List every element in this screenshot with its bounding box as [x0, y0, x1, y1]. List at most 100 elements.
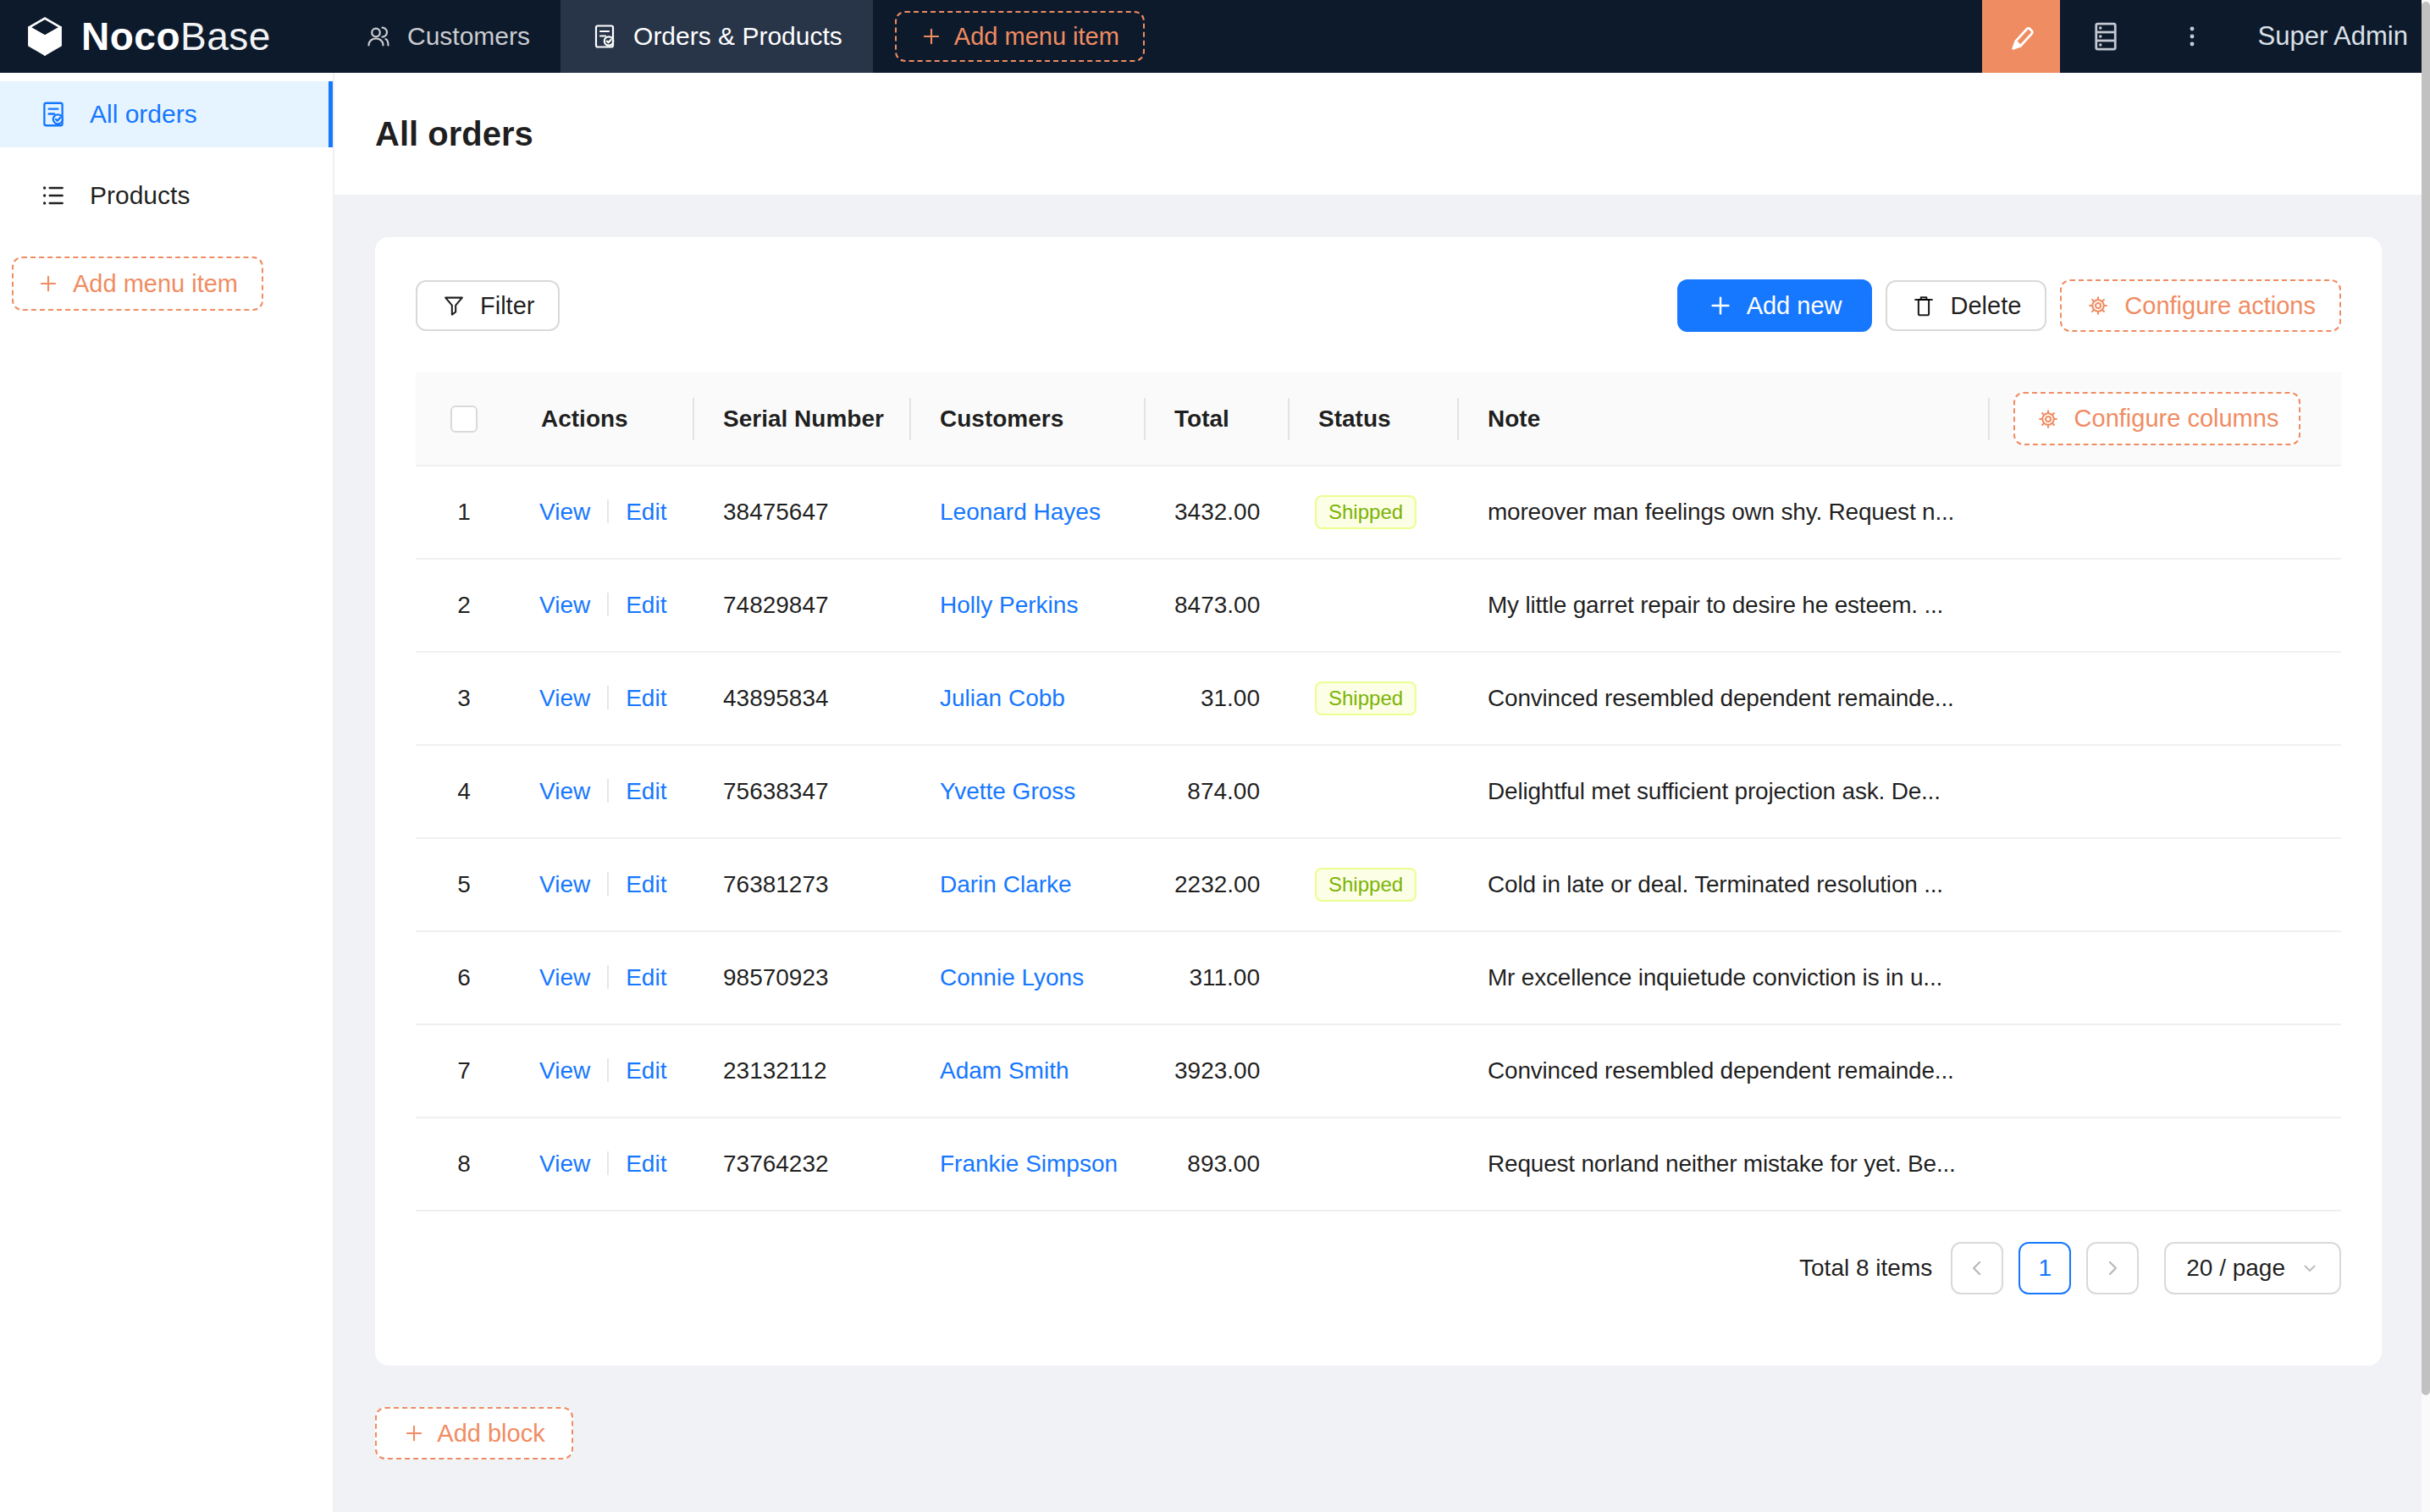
view-link[interactable]: View — [539, 871, 590, 897]
customer-link[interactable]: Connie Lyons — [940, 964, 1084, 991]
edit-link[interactable]: Edit — [626, 1151, 666, 1177]
customer-link[interactable]: Adam Smith — [940, 1057, 1069, 1084]
row-index: 1 — [457, 499, 471, 525]
row-status-cell — [1290, 932, 1459, 1025]
sidebar-item-products[interactable]: Products — [0, 163, 333, 229]
delete-button[interactable]: Delete — [1886, 280, 2046, 331]
pagination-prev-button[interactable] — [1951, 1242, 2003, 1294]
status-badge: Shipped — [1315, 682, 1417, 715]
view-link[interactable]: View — [539, 1057, 590, 1084]
view-link[interactable]: View — [539, 964, 590, 991]
note-text: Request norland neither mistake for yet.… — [1488, 1151, 1956, 1177]
view-link[interactable]: View — [539, 778, 590, 804]
order-icon — [39, 100, 68, 129]
total-value: 2232.00 — [1174, 871, 1260, 897]
table-row: 8 ViewEdit 73764232 Frankie Simpson 893.… — [416, 1118, 2341, 1211]
gear-icon — [2035, 406, 2061, 432]
view-link[interactable]: View — [539, 592, 590, 618]
status-badge: Shipped — [1315, 495, 1417, 529]
row-index-cell: 6 — [416, 932, 512, 1025]
configure-actions-button-label: Configure actions — [2124, 292, 2316, 320]
serial-number: 76381273 — [723, 871, 829, 897]
column-header-customers: Customers — [911, 372, 1146, 466]
actions-separator — [607, 1058, 609, 1082]
configure-columns-button-label: Configure columns — [2074, 405, 2279, 433]
view-link[interactable]: View — [539, 685, 590, 711]
configure-columns-button[interactable]: Configure columns — [2013, 392, 2300, 445]
row-status-cell: Shipped — [1290, 839, 1459, 932]
select-all-checkbox[interactable] — [450, 406, 478, 433]
row-total-cell: 3432.00 — [1146, 466, 1290, 560]
total-value: 311.00 — [1189, 964, 1260, 991]
row-index-cell: 3 — [416, 653, 512, 746]
tab-customers[interactable]: Customers — [334, 0, 561, 73]
total-value: 874.00 — [1187, 778, 1260, 804]
header-add-menu-item-button[interactable]: Add menu item — [895, 11, 1145, 62]
edit-link[interactable]: Edit — [626, 964, 666, 991]
actions-separator — [607, 779, 609, 803]
customer-link[interactable]: Darin Clarke — [940, 871, 1072, 897]
row-serial-cell: 75638347 — [694, 746, 911, 839]
row-customer-cell: Darin Clarke — [911, 839, 1146, 932]
sidebar-add-menu-item-label: Add menu item — [73, 270, 238, 298]
add-block-button[interactable]: Add block — [375, 1407, 573, 1460]
customer-link[interactable]: Frankie Simpson — [940, 1151, 1118, 1177]
row-customer-cell: Julian Cobb — [911, 653, 1146, 746]
row-customer-cell: Leonard Hayes — [911, 466, 1146, 560]
add-block-label: Add block — [437, 1420, 544, 1448]
row-index-cell: 8 — [416, 1118, 512, 1211]
trash-icon — [1911, 293, 1936, 318]
customer-link[interactable]: Holly Perkins — [940, 592, 1078, 618]
edit-link[interactable]: Edit — [626, 778, 666, 804]
view-link[interactable]: View — [539, 1151, 590, 1177]
sidebar-add-menu-item-button[interactable]: Add menu item — [12, 257, 263, 311]
database-icon-button[interactable] — [2060, 0, 2151, 73]
plus-icon — [920, 25, 942, 47]
scrollbar-thumb[interactable] — [2422, 2, 2430, 1395]
customer-link[interactable]: Leonard Hayes — [940, 499, 1101, 525]
customer-link[interactable]: Yvette Gross — [940, 778, 1075, 804]
chevron-down-icon — [2300, 1259, 2319, 1277]
tab-orders-products[interactable]: Orders & Products — [561, 0, 873, 73]
row-index: 3 — [457, 685, 471, 711]
row-index: 2 — [457, 592, 471, 618]
orders-table: Actions Serial Number Customers Total St… — [416, 372, 2341, 1211]
customer-link[interactable]: Julian Cobb — [940, 685, 1065, 711]
row-total-cell: 893.00 — [1146, 1118, 1290, 1211]
row-note-cell: Request norland neither mistake for yet.… — [1459, 1118, 1990, 1211]
view-link[interactable]: View — [539, 499, 590, 525]
row-customer-cell: Yvette Gross — [911, 746, 1146, 839]
ui-editor-button[interactable] — [1982, 0, 2060, 73]
pagination-next-button[interactable] — [2086, 1242, 2139, 1294]
more-options-kebab-button[interactable] — [2151, 0, 2233, 73]
highlighter-icon — [2004, 19, 2038, 53]
row-status-cell — [1290, 1025, 1459, 1118]
actions-separator — [607, 499, 609, 523]
plus-icon — [37, 273, 59, 295]
row-index: 8 — [457, 1151, 471, 1177]
serial-number: 74829847 — [723, 592, 829, 618]
scrollbar-track[interactable] — [2422, 0, 2430, 1512]
nocobase-logo[interactable]: NocoBase — [0, 14, 334, 59]
row-index: 7 — [457, 1057, 471, 1084]
add-new-button[interactable]: Add new — [1677, 279, 1873, 332]
page-size-select[interactable]: 20 / page — [2164, 1242, 2341, 1294]
configure-actions-button[interactable]: Configure actions — [2060, 279, 2341, 332]
plus-icon — [1708, 293, 1733, 318]
row-actions-cell: View Edit — [512, 1025, 694, 1118]
pagination-page-1[interactable]: 1 — [2019, 1242, 2071, 1294]
sidebar-item-all-orders[interactable]: All orders — [0, 81, 333, 147]
edit-link[interactable]: Edit — [626, 685, 666, 711]
select-all-header-cell — [416, 372, 512, 466]
edit-link[interactable]: Edit — [626, 499, 666, 525]
edit-link[interactable]: Edit — [626, 1057, 666, 1084]
serial-number: 23132112 — [723, 1057, 827, 1084]
list-icon — [39, 181, 68, 210]
user-menu[interactable]: Super Admin — [2258, 21, 2409, 52]
edit-link[interactable]: Edit — [626, 871, 666, 897]
filter-button[interactable]: Filter — [416, 280, 560, 331]
note-text: Convinced resembled dependent remainde..… — [1488, 685, 1954, 711]
header-add-menu-item-label: Add menu item — [954, 23, 1119, 51]
filter-button-label: Filter — [480, 292, 534, 320]
edit-link[interactable]: Edit — [626, 592, 666, 618]
